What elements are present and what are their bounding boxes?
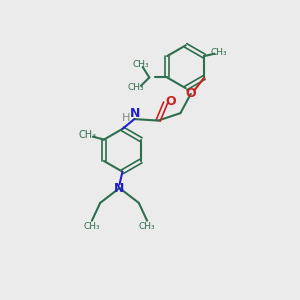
Text: CH₃: CH₃ bbox=[83, 222, 100, 231]
Text: CH₃: CH₃ bbox=[210, 48, 227, 57]
Text: N: N bbox=[114, 182, 125, 194]
Text: CH₃: CH₃ bbox=[79, 130, 97, 140]
Text: CH₃: CH₃ bbox=[132, 60, 149, 69]
Text: CH₃: CH₃ bbox=[139, 222, 155, 231]
Text: H: H bbox=[122, 112, 130, 123]
Text: N: N bbox=[130, 107, 140, 120]
Text: O: O bbox=[185, 87, 196, 100]
Text: CH₃: CH₃ bbox=[128, 83, 144, 92]
Text: O: O bbox=[166, 95, 176, 108]
